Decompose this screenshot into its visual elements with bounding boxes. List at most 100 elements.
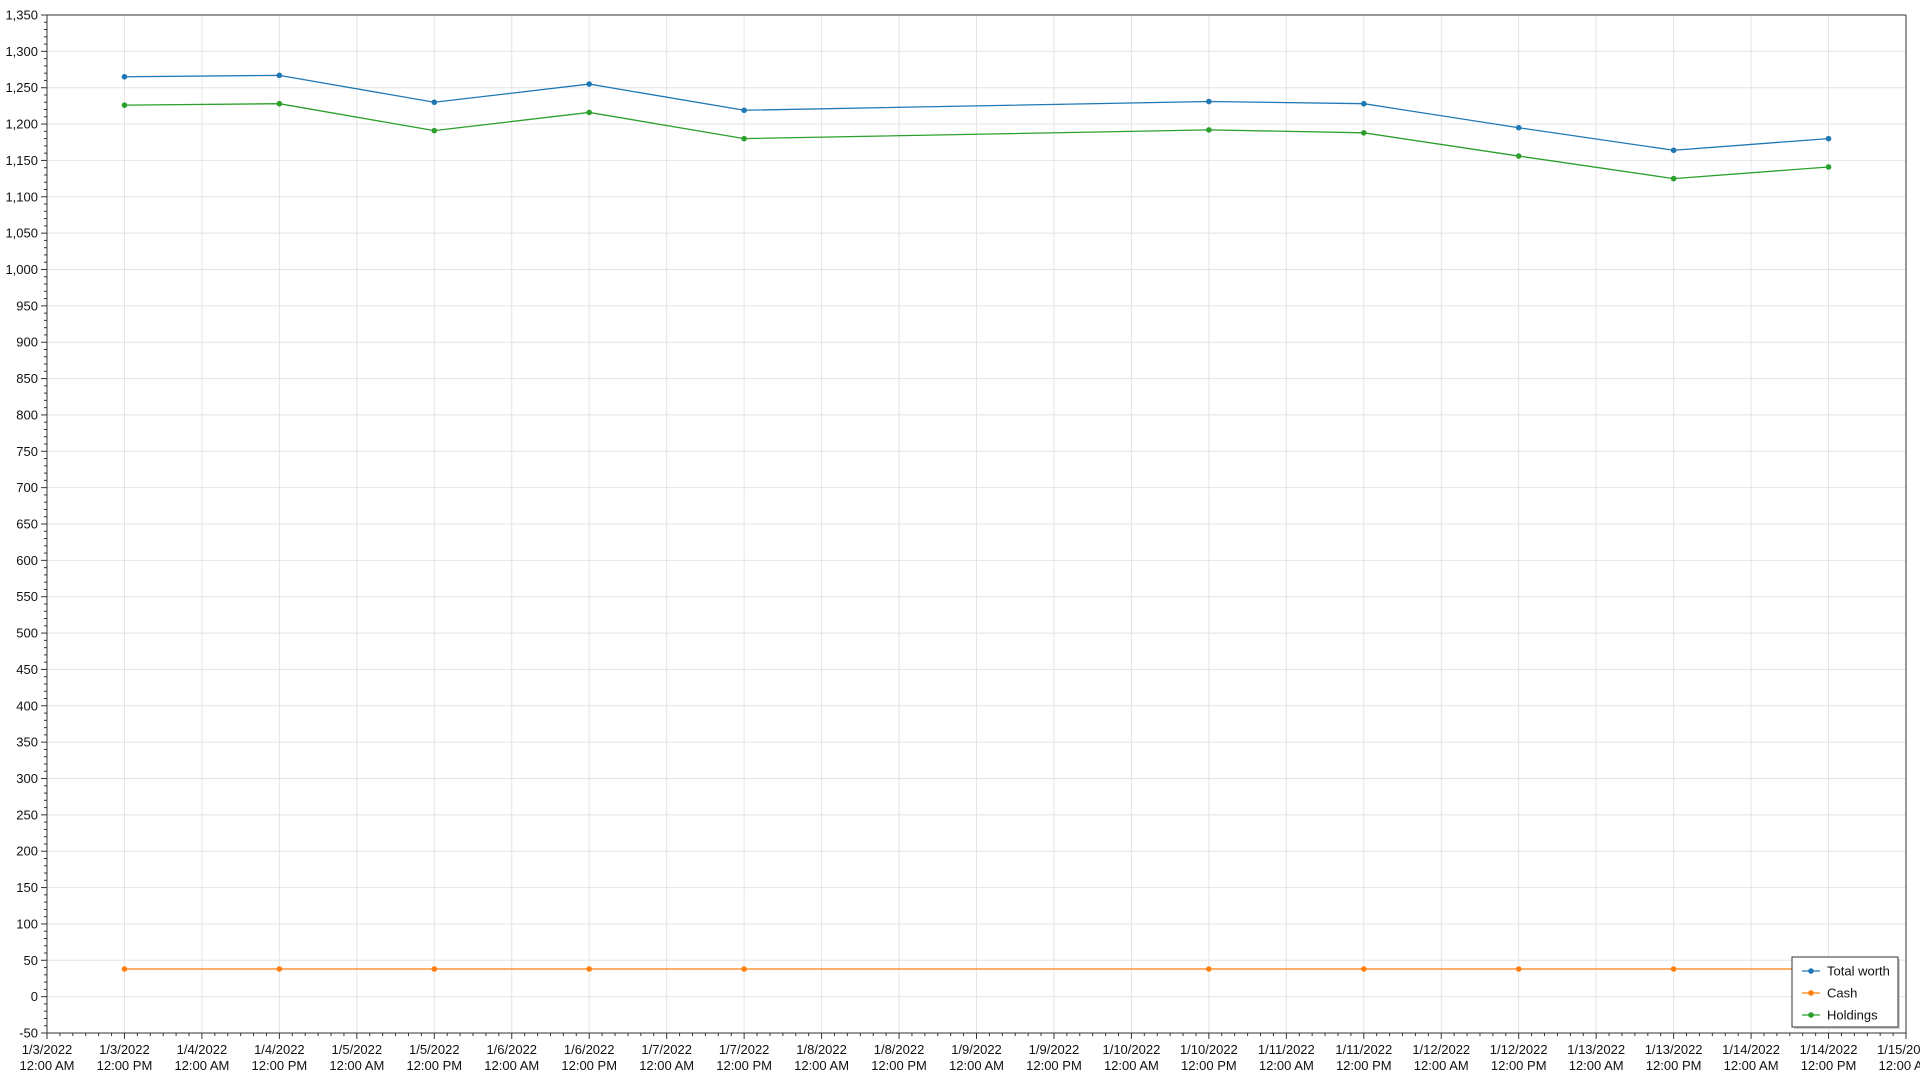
x-tick-date: 1/9/2022 <box>951 1042 1002 1057</box>
legend-label-total-worth: Total worth <box>1827 964 1890 979</box>
x-tick-label: 1/3/2022 12:00 AM <box>20 1042 75 1073</box>
data-point-cash <box>1360 966 1367 972</box>
y-tick-label: 850 <box>16 371 38 386</box>
y-tick-label: 1,000 <box>5 262 38 277</box>
x-tick-time: 12:00 PM <box>716 1058 772 1073</box>
y-tick-label: 1,200 <box>5 117 38 132</box>
y-tick-label: 650 <box>16 517 38 532</box>
data-point-total-worth <box>1360 100 1367 107</box>
data-point-holdings <box>741 135 747 142</box>
x-tick-time: 12:00 PM <box>406 1058 462 1073</box>
data-point-cash <box>1670 966 1677 972</box>
x-tick-time: 12:00 AM <box>1104 1058 1159 1073</box>
y-tick-label: 350 <box>16 735 38 750</box>
x-tick-label: 1/4/2022 12:00 PM <box>252 1042 308 1073</box>
x-tick-label: 1/11/2022 12:00 AM <box>1258 1042 1315 1073</box>
data-point-holdings <box>1515 153 1522 159</box>
legend-marker-holdings <box>1808 1012 1814 1018</box>
data-point-total-worth <box>1515 124 1522 131</box>
y-tick-label: 1,250 <box>5 80 38 95</box>
x-tick-time: 12:00 AM <box>174 1058 229 1073</box>
data-point-holdings <box>1670 175 1677 182</box>
x-tick-date: 1/15/2022 <box>1877 1042 1920 1057</box>
x-tick-date: 1/10/2022 <box>1180 1042 1238 1057</box>
data-point-cash <box>431 966 438 972</box>
x-tick-time: 12:00 AM <box>484 1058 539 1073</box>
x-tick-date: 1/4/2022 <box>177 1042 228 1057</box>
legend: Total worth Cash Holdings <box>1791 956 1900 1029</box>
x-tick-label: 1/11/2022 12:00 PM <box>1335 1042 1392 1073</box>
x-tick-date: 1/8/2022 <box>874 1042 925 1057</box>
x-tick-time: 12:00 PM <box>1181 1058 1237 1073</box>
x-tick-date: 1/11/2022 <box>1258 1042 1315 1057</box>
data-point-cash <box>276 966 283 972</box>
x-tick-date: 1/6/2022 <box>486 1042 537 1057</box>
y-tick-label: 250 <box>16 807 38 822</box>
y-tick-label: 150 <box>16 880 38 895</box>
y-tick-label: 1,350 <box>5 8 38 23</box>
x-tick-date: 1/12/2022 <box>1490 1042 1548 1057</box>
y-tick-label: 800 <box>16 407 38 422</box>
data-point-cash <box>586 966 593 972</box>
y-tick-label: 550 <box>16 589 38 604</box>
x-tick-label: 1/10/2022 12:00 PM <box>1180 1042 1238 1073</box>
x-tick-date: 1/10/2022 <box>1102 1042 1160 1057</box>
series-line-total-worth <box>124 74 1829 151</box>
series-line-holdings <box>124 103 1829 180</box>
series-total-worth <box>121 72 1832 154</box>
data-point-total-worth <box>741 107 747 114</box>
series-lines <box>121 72 1832 972</box>
x-tick-label: 1/13/2022 12:00 AM <box>1567 1042 1625 1073</box>
x-tick-date: 1/7/2022 <box>719 1042 770 1057</box>
x-tick-label: 1/10/2022 12:00 AM <box>1102 1042 1160 1073</box>
x-tick-date: 1/4/2022 <box>254 1042 305 1057</box>
x-tick-time: 12:00 PM <box>1491 1058 1547 1073</box>
x-tick-label: 1/12/2022 12:00 AM <box>1412 1042 1470 1073</box>
x-tick-label: 1/8/2022 12:00 PM <box>871 1042 927 1073</box>
x-tick-date: 1/14/2022 <box>1800 1042 1858 1057</box>
x-tick-date: 1/6/2022 <box>564 1042 615 1057</box>
y-tick-label: -50 <box>19 1026 38 1041</box>
series-cash <box>121 966 1832 972</box>
x-tick-time: 12:00 PM <box>1336 1058 1392 1073</box>
data-point-total-worth <box>1206 98 1212 105</box>
data-point-holdings <box>121 102 128 108</box>
y-tick-label: 0 <box>31 989 38 1004</box>
x-tick-date: 1/13/2022 <box>1645 1042 1703 1057</box>
gridlines <box>46 14 1907 1034</box>
data-point-total-worth <box>586 81 593 87</box>
y-tick-label: 1,050 <box>5 226 38 241</box>
x-tick-label: 1/7/2022 12:00 AM <box>639 1042 694 1073</box>
legend-label-cash: Cash <box>1827 986 1857 1001</box>
y-tick-label: 100 <box>16 916 38 931</box>
data-point-total-worth <box>431 99 438 106</box>
x-tick-time: 12:00 AM <box>1724 1058 1779 1073</box>
y-tick-label: 600 <box>16 553 38 568</box>
data-point-holdings <box>276 100 283 107</box>
x-tick-time: 12:00 PM <box>97 1058 153 1073</box>
x-tick-time: 12:00 AM <box>1414 1058 1469 1073</box>
y-tick-label: 950 <box>16 298 38 313</box>
data-point-holdings <box>1360 129 1367 136</box>
y-tick-label: 900 <box>16 335 38 350</box>
data-point-holdings <box>431 127 438 134</box>
x-tick-label: 1/6/2022 12:00 PM <box>561 1042 617 1073</box>
data-point-cash <box>1515 966 1522 972</box>
x-tick-label: 1/5/2022 12:00 AM <box>329 1042 384 1073</box>
y-tick-label: 1,150 <box>5 153 38 168</box>
x-tick-label: 1/7/2022 12:00 PM <box>716 1042 772 1073</box>
y-axis-ticks: -50 0 50 100 150 200 250 300 350 400 450 500 550 600 6… <box>5 8 47 1041</box>
x-tick-time: 12:00 AM <box>1569 1058 1624 1073</box>
x-tick-time: 12:00 PM <box>561 1058 617 1073</box>
y-tick-label: 450 <box>16 662 38 677</box>
y-tick-label: 1,300 <box>5 44 38 59</box>
y-tick-label: 200 <box>16 844 38 859</box>
x-tick-date: 1/13/2022 <box>1567 1042 1625 1057</box>
data-point-cash <box>741 966 747 972</box>
legend-label-holdings: Holdings <box>1827 1008 1878 1023</box>
data-point-cash <box>1206 966 1212 972</box>
y-tick-label: 750 <box>16 444 38 459</box>
